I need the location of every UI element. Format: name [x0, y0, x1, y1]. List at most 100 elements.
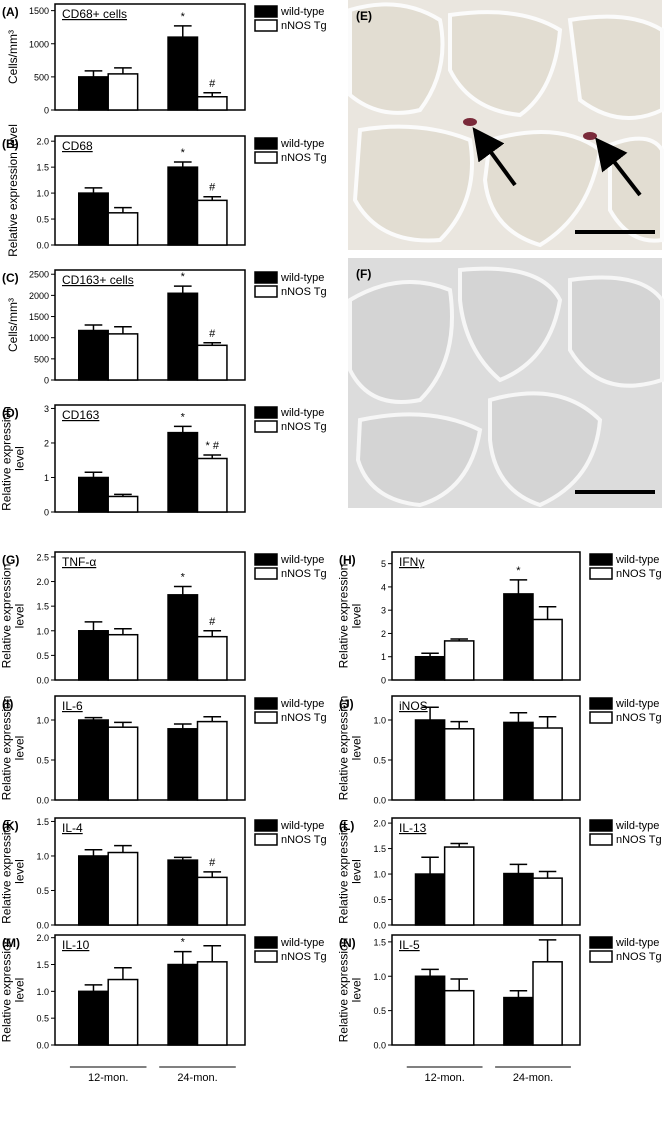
error-bar	[114, 628, 132, 635]
y-tick-label: 1.0	[36, 189, 49, 199]
x-tick-label: 24-mon.	[177, 1072, 217, 1084]
y-tick-label: 1000	[29, 39, 49, 49]
error-bar	[203, 630, 222, 637]
chart-title: IL-6	[62, 699, 83, 713]
x-tick-label: 12-mon.	[88, 1072, 128, 1084]
error-bar	[450, 978, 468, 991]
y-tick-label: 1	[381, 652, 386, 662]
bar	[532, 877, 563, 926]
y-tick-label: 0.5	[36, 215, 49, 225]
legend-swatch	[254, 271, 278, 284]
error-bar	[509, 989, 528, 998]
panel-label: (C)	[2, 271, 19, 285]
plot-frame	[54, 695, 246, 801]
legend-swatch	[254, 697, 278, 710]
plot-frame	[391, 551, 581, 681]
error-bar	[450, 638, 468, 641]
legend-swatch	[589, 697, 613, 710]
bar	[78, 329, 109, 381]
y-tick-label: 0.5	[36, 1014, 49, 1024]
bar	[196, 96, 228, 111]
legend-swatch	[254, 567, 278, 580]
legend-label: wild-type	[280, 554, 324, 566]
y-tick-label: 1.0	[373, 870, 386, 880]
y-tick-label: 0.0	[36, 796, 49, 806]
y-axis-label: Relative expression	[337, 696, 351, 801]
legend-swatch	[254, 19, 278, 32]
chart-title: TNF-α	[62, 555, 96, 569]
legend-label: wild-type	[280, 6, 324, 18]
error-bar	[173, 161, 192, 168]
plot-frame	[54, 934, 246, 1046]
x-tick-label: 12-mon.	[424, 1072, 464, 1084]
chart-title: CD68+ cells	[62, 7, 127, 21]
error-bar	[84, 984, 103, 992]
y-tick-label: 0.5	[373, 1006, 386, 1016]
y-axis-label: Relative expression	[0, 564, 14, 669]
y-tick-label: 2	[381, 629, 386, 639]
error-bar	[421, 856, 439, 875]
legend-label: nNOS Tg	[281, 712, 327, 724]
y-axis-label: level	[350, 736, 364, 761]
legend-label: wild-type	[615, 698, 659, 710]
y-tick-label: 2.0	[373, 819, 386, 829]
error-bar	[421, 968, 439, 977]
bar	[443, 728, 475, 801]
y-tick-label: 0.0	[373, 1041, 386, 1051]
legend-label: nNOS Tg	[281, 568, 327, 580]
legend-swatch	[254, 936, 278, 949]
legend-label: wild-type	[280, 407, 324, 419]
chart-title: IL-13	[399, 821, 427, 835]
y-tick-label: 0.5	[36, 651, 49, 661]
error-bar	[84, 324, 103, 331]
y-tick-label: 2000	[29, 291, 49, 301]
y-axis-label: Relative expression	[0, 406, 14, 511]
legend-swatch	[254, 819, 278, 832]
bar	[532, 961, 563, 1046]
significance-marker: *	[181, 147, 186, 159]
error-bar	[509, 712, 528, 723]
y-tick-label: 2.0	[36, 933, 49, 943]
y-tick-label: 2.5	[36, 552, 49, 562]
error-bar	[538, 939, 557, 962]
plot-frame	[54, 551, 246, 681]
error-bar	[173, 723, 192, 729]
error-bar	[538, 870, 557, 879]
significance-marker: #	[209, 616, 216, 628]
error-bar	[114, 966, 132, 980]
y-tick-label: 0.5	[36, 756, 49, 766]
y-tick-label: 0.5	[373, 756, 386, 766]
chart-panel: (H) IFNγ Relative expression level 0 1 2 3 4 5 * wi…	[337, 551, 662, 686]
y-tick-label: 0.0	[373, 921, 386, 931]
error-bar	[203, 454, 222, 459]
y-tick-label: 1500	[29, 6, 49, 16]
bar	[443, 640, 475, 681]
y-tick-label: 1.5	[36, 602, 49, 612]
chart-title: CD163+ cells	[62, 273, 134, 287]
y-axis-label: level	[350, 604, 364, 629]
error-bar	[173, 950, 192, 965]
significance-marker: #	[209, 182, 216, 194]
significance-marker: #	[209, 328, 216, 340]
significance-marker: * #	[205, 440, 219, 452]
bar	[78, 719, 109, 801]
y-tick-label: 500	[34, 72, 49, 82]
error-bar	[114, 844, 132, 853]
y-tick-label: 2500	[29, 270, 49, 280]
significance-marker: *	[516, 565, 521, 577]
legend-swatch	[589, 711, 613, 724]
chart-panel: (M) IL-10 Relative expression level 0.0 0.5 1.…	[0, 933, 327, 1084]
y-axis-label: Relative expression level	[6, 124, 20, 257]
bar	[107, 495, 139, 513]
chart-title: CD68	[62, 139, 93, 153]
bar	[443, 846, 475, 926]
bar	[107, 212, 139, 246]
y-axis-label: level	[13, 859, 27, 884]
bar	[532, 727, 563, 801]
significance-marker: *	[181, 937, 186, 949]
significance-marker: *	[181, 411, 186, 423]
plot-frame	[54, 3, 246, 111]
y-axis-label: Relative expression	[0, 696, 14, 801]
error-bar	[114, 206, 132, 213]
y-tick-label: 3	[381, 606, 386, 616]
